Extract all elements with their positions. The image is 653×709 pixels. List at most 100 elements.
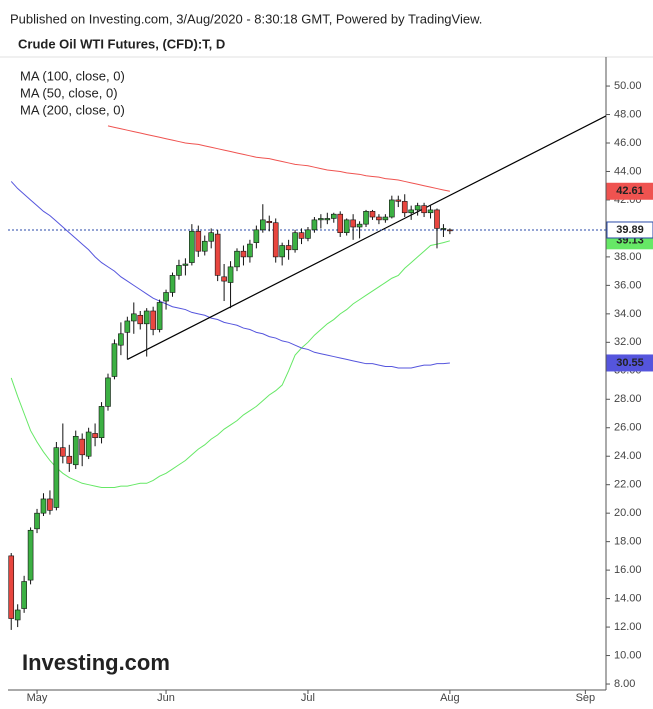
candle-body	[195, 230, 202, 252]
candle-body	[221, 276, 227, 282]
candle-body	[253, 229, 260, 243]
candle-body	[234, 250, 240, 268]
candle-body	[389, 199, 395, 218]
candle-body	[298, 232, 305, 239]
candle-body	[189, 230, 195, 263]
y-tick-label: 34.00	[614, 308, 642, 320]
y-tick-label: 8.00	[614, 678, 635, 690]
candle-body	[434, 209, 440, 229]
x-tick-label: Sep	[576, 692, 596, 704]
candle-body	[21, 581, 27, 609]
candle-body	[208, 232, 215, 242]
trendline	[127, 115, 606, 360]
y-tick-label: 20.00	[614, 507, 642, 519]
candle-body	[79, 438, 85, 456]
ma-line	[107, 125, 450, 192]
candle-body	[143, 310, 150, 325]
candle-body	[337, 213, 344, 233]
price-label: 39.89	[616, 224, 644, 236]
candle-body	[382, 216, 389, 221]
candle-body	[182, 263, 189, 266]
price-label-box	[606, 354, 653, 372]
candle-body	[169, 275, 176, 293]
y-tick-label: 50.00	[614, 80, 642, 92]
candle-body	[150, 310, 156, 330]
candle-body	[118, 333, 124, 346]
candle-body	[330, 213, 337, 219]
candle-body	[156, 302, 163, 330]
plot-area	[8, 115, 606, 630]
candle-body	[247, 243, 253, 258]
candle-body	[111, 343, 118, 377]
candle-body	[201, 240, 208, 252]
candle-body	[440, 228, 447, 230]
y-tick-label: 26.00	[614, 422, 642, 434]
ma-line	[10, 240, 451, 489]
price-label: 42.61	[616, 185, 644, 197]
x-tick-label: May	[27, 692, 48, 704]
y-tick-label: 18.00	[614, 536, 642, 548]
candle-body	[395, 199, 402, 202]
candle-body	[72, 435, 79, 466]
candle-body	[260, 219, 266, 231]
candle-body	[47, 498, 53, 511]
candle-body	[66, 455, 73, 464]
candle-body	[408, 209, 414, 214]
y-tick-label: 10.00	[614, 649, 642, 661]
candle-body	[285, 245, 292, 251]
candle-body	[60, 447, 66, 457]
candle-body	[376, 216, 382, 221]
candle-body	[414, 205, 421, 211]
candle-body	[363, 211, 369, 225]
candle-body	[324, 218, 331, 221]
y-tick-label: 48.00	[614, 108, 642, 120]
y-tick-label: 32.00	[614, 336, 642, 348]
candle-body	[176, 265, 182, 276]
ma-line	[10, 181, 450, 369]
candle-body	[427, 209, 434, 214]
candle-body	[14, 609, 21, 621]
chart-subtitle: Published on Investing.com, 3/Aug/2020 -…	[10, 11, 482, 26]
candle-body	[85, 431, 92, 457]
candle-body	[266, 221, 273, 224]
candle-body	[98, 406, 105, 439]
candle-body	[292, 232, 298, 251]
y-tick-label: 28.00	[614, 393, 642, 405]
candle-body	[105, 377, 111, 407]
price-label-box	[606, 182, 653, 200]
candle-body	[92, 433, 98, 439]
legend-entry: MA (100, close, 0)	[20, 68, 125, 83]
candle-body	[318, 218, 324, 221]
y-tick-label: 44.00	[614, 165, 642, 177]
candle-body	[311, 219, 318, 231]
candle-body	[240, 250, 247, 258]
candle-body	[40, 498, 47, 514]
y-tick-label: 12.00	[614, 621, 642, 633]
x-tick-label: Aug	[440, 692, 460, 704]
candle-body	[343, 219, 350, 233]
candle-body	[130, 313, 137, 322]
candle-body	[34, 512, 40, 530]
y-tick-label: 46.00	[614, 137, 642, 149]
chart-title: Crude Oil WTI Futures, (CFD):T, D	[18, 36, 225, 51]
candle-body	[163, 292, 169, 302]
candle-body	[8, 555, 15, 619]
y-tick-label: 14.00	[614, 593, 642, 605]
y-tick-label: 16.00	[614, 564, 642, 576]
candle-body	[53, 447, 60, 508]
price-label: 30.55	[616, 357, 644, 369]
y-tick-label: 38.00	[614, 251, 642, 263]
candle-body	[137, 314, 144, 325]
candle-body	[401, 201, 408, 214]
watermark: Investing.com	[22, 650, 170, 675]
candle-body	[279, 245, 285, 258]
candle-body	[350, 219, 356, 228]
candle-body	[356, 223, 363, 228]
legend-entry: MA (200, close, 0)	[20, 102, 125, 117]
price-label-box	[606, 221, 653, 239]
y-tick-label: 24.00	[614, 450, 642, 462]
candle-body	[227, 266, 234, 283]
y-tick-label: 36.00	[614, 279, 642, 291]
